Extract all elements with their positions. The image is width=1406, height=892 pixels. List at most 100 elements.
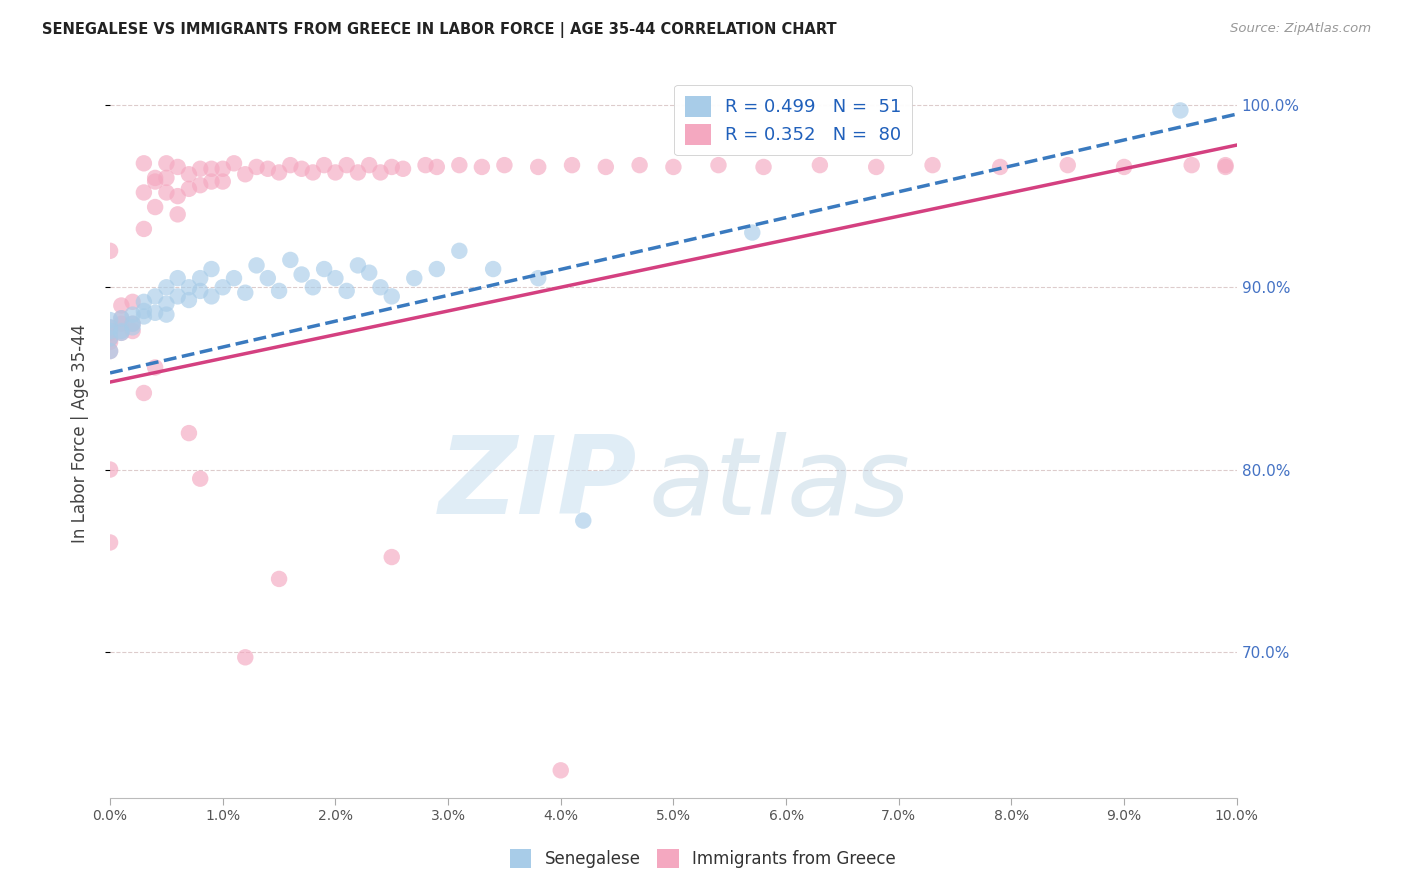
Y-axis label: In Labor Force | Age 35-44: In Labor Force | Age 35-44 <box>72 324 89 542</box>
Point <box>741 226 763 240</box>
Point <box>98 344 121 359</box>
Point <box>132 156 155 170</box>
Point <box>280 252 302 267</box>
Point <box>314 158 336 172</box>
Point <box>752 160 775 174</box>
Point <box>98 462 121 476</box>
Point <box>155 308 177 322</box>
Point <box>291 268 314 282</box>
Point <box>110 326 132 340</box>
Point <box>280 158 302 172</box>
Point <box>143 170 166 185</box>
Point <box>370 280 392 294</box>
Point <box>166 289 188 303</box>
Point <box>121 317 143 331</box>
Point <box>143 289 166 303</box>
Point <box>143 200 166 214</box>
Point <box>325 271 347 285</box>
Point <box>482 262 505 277</box>
Point <box>155 296 177 310</box>
Point <box>177 293 200 307</box>
Point <box>267 284 290 298</box>
Point <box>143 360 166 375</box>
Legend: R = 0.499   N =  51, R = 0.352   N =  80: R = 0.499 N = 51, R = 0.352 N = 80 <box>675 85 912 155</box>
Point <box>177 182 200 196</box>
Point <box>494 158 516 172</box>
Point <box>166 207 188 221</box>
Point <box>222 156 245 170</box>
Point <box>110 324 132 338</box>
Point <box>347 165 370 179</box>
Point <box>336 284 359 298</box>
Point <box>132 386 155 401</box>
Point <box>132 222 155 236</box>
Point <box>381 289 404 303</box>
Legend: Senegalese, Immigrants from Greece: Senegalese, Immigrants from Greece <box>503 843 903 875</box>
Point <box>188 161 211 176</box>
Point <box>426 262 449 277</box>
Point <box>1215 158 1237 172</box>
Point <box>110 311 132 326</box>
Point <box>572 514 595 528</box>
Point <box>325 165 347 179</box>
Point <box>200 262 222 277</box>
Point <box>865 160 887 174</box>
Point <box>808 158 831 172</box>
Point <box>550 764 572 778</box>
Point <box>1170 103 1192 118</box>
Point <box>98 313 121 327</box>
Point <box>98 535 121 549</box>
Point <box>98 334 121 349</box>
Point <box>132 304 155 318</box>
Point <box>1215 160 1237 174</box>
Point <box>143 175 166 189</box>
Point <box>98 331 121 345</box>
Point <box>177 167 200 181</box>
Point <box>222 271 245 285</box>
Point <box>143 306 166 320</box>
Point <box>471 160 494 174</box>
Text: Source: ZipAtlas.com: Source: ZipAtlas.com <box>1230 22 1371 36</box>
Point <box>404 271 426 285</box>
Point <box>188 284 211 298</box>
Point <box>98 324 121 338</box>
Point <box>314 262 336 277</box>
Point <box>211 280 233 294</box>
Point <box>98 320 121 334</box>
Point <box>110 311 132 326</box>
Point <box>121 317 143 331</box>
Point <box>347 259 370 273</box>
Point <box>98 344 121 359</box>
Point <box>166 189 188 203</box>
Point <box>921 158 943 172</box>
Point <box>561 158 583 172</box>
Point <box>121 308 143 322</box>
Point <box>211 161 233 176</box>
Point <box>98 320 121 334</box>
Point <box>359 266 381 280</box>
Point <box>1112 160 1135 174</box>
Point <box>166 160 188 174</box>
Point <box>200 289 222 303</box>
Point <box>121 294 143 309</box>
Point <box>1181 158 1204 172</box>
Point <box>155 280 177 294</box>
Point <box>98 326 121 340</box>
Point <box>177 426 200 441</box>
Point <box>188 271 211 285</box>
Point <box>370 165 392 179</box>
Point <box>211 175 233 189</box>
Point <box>449 158 471 172</box>
Point <box>121 324 143 338</box>
Point <box>256 161 278 176</box>
Point <box>200 161 222 176</box>
Point <box>527 271 550 285</box>
Point <box>132 310 155 324</box>
Point <box>449 244 471 258</box>
Text: SENEGALESE VS IMMIGRANTS FROM GREECE IN LABOR FORCE | AGE 35-44 CORRELATION CHAR: SENEGALESE VS IMMIGRANTS FROM GREECE IN … <box>42 22 837 38</box>
Point <box>110 317 132 331</box>
Point <box>110 326 132 340</box>
Point <box>595 160 617 174</box>
Point <box>110 298 132 312</box>
Point <box>336 158 359 172</box>
